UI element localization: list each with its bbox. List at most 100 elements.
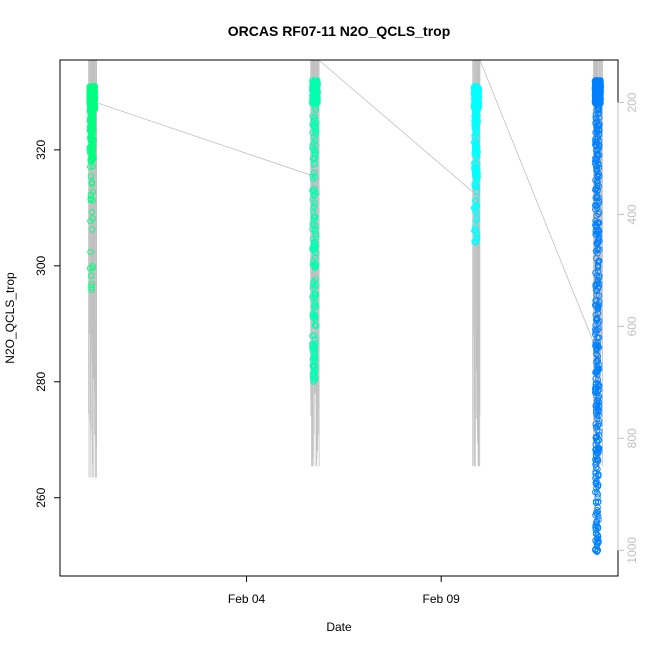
- right-tick-label: 800: [625, 428, 639, 448]
- data-point: [312, 291, 320, 298]
- data-point: [595, 539, 602, 546]
- data-point: [594, 508, 602, 515]
- data-point: [87, 173, 94, 180]
- data-point: [313, 88, 321, 96]
- right-tick-label: 200: [625, 92, 639, 112]
- data-point: [87, 248, 94, 256]
- data-point: [592, 328, 599, 336]
- data-point: [472, 84, 479, 92]
- data-point: [592, 135, 599, 143]
- data-point: [313, 77, 321, 85]
- data-point: [310, 147, 317, 154]
- data-point: [595, 301, 603, 309]
- data-point: [592, 498, 600, 505]
- data-point: [312, 230, 319, 238]
- data-point: [596, 126, 603, 133]
- data-point: [593, 194, 600, 201]
- data-point: [595, 268, 602, 275]
- data-point: [594, 264, 602, 271]
- data-point: [595, 257, 603, 265]
- data-point: [593, 412, 600, 419]
- data-point: [309, 176, 317, 183]
- data-point: [595, 210, 602, 218]
- data-point: [594, 181, 601, 188]
- data-point: [593, 163, 600, 170]
- data-point: [595, 445, 602, 452]
- data-point: [595, 227, 603, 235]
- data-point: [592, 389, 599, 396]
- data-point: [474, 113, 481, 120]
- data-point: [592, 381, 599, 389]
- x-axis-label: Date: [326, 620, 352, 634]
- data-point: [87, 150, 94, 157]
- data-point: [309, 196, 316, 204]
- right-tick-label: 1000: [625, 537, 639, 564]
- data-point: [312, 106, 319, 113]
- data-point: [311, 357, 319, 364]
- data-point: [309, 342, 316, 349]
- data-point: [595, 137, 602, 145]
- data-point: [596, 382, 603, 389]
- data-point: [87, 125, 95, 132]
- data-point: [310, 100, 318, 107]
- data-point: [309, 363, 317, 371]
- data-point: [89, 84, 96, 92]
- data-point: [592, 441, 599, 448]
- data-point: [592, 421, 599, 428]
- data-point: [472, 208, 479, 215]
- data-point: [594, 511, 601, 518]
- data-point: [86, 98, 94, 105]
- data-point: [472, 223, 479, 231]
- data-point: [471, 92, 479, 100]
- data-point: [596, 386, 603, 393]
- data-point: [311, 302, 318, 309]
- data-point: [594, 302, 602, 310]
- data-point: [596, 272, 603, 280]
- right-tick-label: 400: [625, 204, 639, 224]
- data-point: [312, 136, 319, 143]
- data-point: [310, 169, 318, 176]
- data-point: [592, 509, 600, 517]
- right-axis: 200 400 600 800 1000: [617, 92, 639, 564]
- data-point: [593, 351, 600, 358]
- data-point: [596, 141, 603, 149]
- data-point: [594, 305, 602, 313]
- data-point: [593, 367, 601, 374]
- data-point: [312, 148, 319, 155]
- data-point: [593, 239, 601, 246]
- data-point: [310, 278, 317, 285]
- y-axis-label: N2O_QCLS_trop: [3, 272, 17, 364]
- data-point: [310, 88, 317, 96]
- data-point: [592, 526, 599, 534]
- data-point: [593, 464, 600, 471]
- data-point: [594, 397, 601, 404]
- data-point: [471, 101, 478, 108]
- data-point: [472, 217, 480, 225]
- data-point: [592, 524, 599, 531]
- data-point: [595, 283, 602, 290]
- data-point: [311, 342, 319, 349]
- data-point: [592, 449, 600, 456]
- data-point: [473, 163, 480, 170]
- data-point: [88, 280, 95, 288]
- data-point: [88, 283, 95, 291]
- data-point: [311, 367, 318, 374]
- data-point: [313, 119, 320, 126]
- data-point: [592, 547, 599, 554]
- data-point: [592, 281, 599, 288]
- data-point: [592, 227, 599, 235]
- data-point: [592, 338, 599, 346]
- data-point: [594, 250, 601, 257]
- data-point: [592, 489, 599, 496]
- data-point: [311, 155, 319, 162]
- data-point: [595, 498, 602, 505]
- data-point: [86, 147, 93, 154]
- data-point: [309, 235, 317, 243]
- series-flight-3: [470, 82, 483, 246]
- data-point: [473, 125, 480, 133]
- data-point: [473, 130, 480, 137]
- axes: 260 280 300 320 200 400 600 800 1000 Feb 04 Feb 09: [34, 92, 639, 606]
- right-tick-label: 600: [625, 316, 639, 336]
- x-tick-label: Feb 09: [423, 592, 461, 606]
- data-point: [594, 262, 602, 269]
